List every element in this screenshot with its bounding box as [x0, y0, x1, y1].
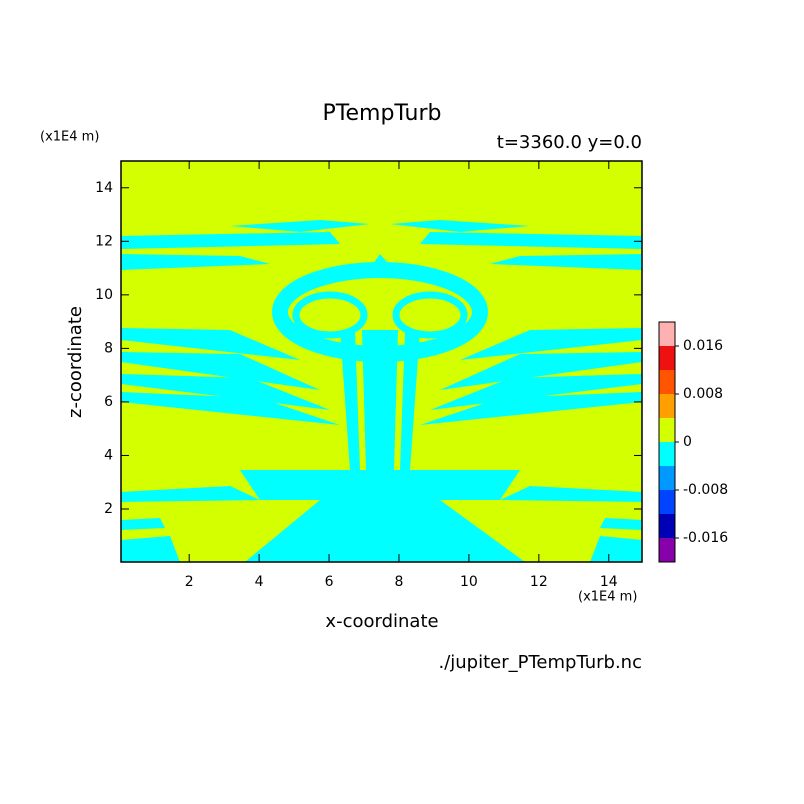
contour-region: [245, 500, 525, 562]
chart-title: PTempTurb: [323, 101, 442, 126]
contour-region: [292, 291, 368, 339]
colorbar-tick-label: -0.008: [683, 482, 728, 498]
y-tick-label: 14: [95, 180, 113, 196]
contour-region: [121, 232, 340, 249]
contour-region: [240, 470, 520, 500]
x-tick-label: 10: [460, 574, 478, 590]
contour-region: [390, 220, 530, 232]
contour-region: [460, 328, 642, 360]
colorbar-segment: [659, 538, 675, 562]
x-tick-label: 12: [530, 574, 548, 590]
y-axis-label: z-coordinate: [65, 306, 86, 418]
x-tick-label: 14: [600, 574, 618, 590]
contour-region: [420, 232, 642, 249]
x-unit: (x1E4 m): [578, 590, 637, 605]
colorbar-tick-label: -0.016: [683, 530, 728, 546]
y-tick-label: 10: [95, 287, 113, 303]
contour-region: [121, 536, 180, 562]
contour-region: [590, 536, 642, 562]
contour-region: [392, 291, 468, 339]
x-tick-label: 6: [325, 574, 334, 590]
y-tick-label: 12: [95, 233, 113, 249]
contour-region: [121, 374, 330, 410]
contour-region: [400, 330, 420, 470]
colorbar-segment: [659, 442, 675, 466]
contour-region: [420, 392, 642, 425]
chart-subtitle: t=3360.0 y=0.0: [497, 132, 642, 153]
x-tick-label: 8: [395, 574, 404, 590]
y-tick-label: 8: [104, 340, 113, 356]
colorbar-segment: [659, 370, 675, 394]
contour-region: [230, 220, 370, 232]
contour-region: [121, 486, 260, 502]
contour-region: [440, 352, 642, 390]
colorbar-segment: [659, 394, 675, 418]
contour-field: [121, 220, 642, 562]
source-file: ./jupiter_PTempTurb.nc: [438, 652, 642, 673]
colorbar-tick-label: 0.016: [683, 338, 723, 354]
contour-region: [500, 486, 642, 502]
colorbar-segment: [659, 514, 675, 538]
x-axis-label: x-coordinate: [325, 611, 438, 632]
y-tick-label: 4: [104, 447, 113, 463]
y-unit: (x1E4 m): [40, 130, 99, 145]
contour-region: [121, 518, 165, 530]
colorbar-segment: [659, 346, 675, 370]
colorbar-tick-label: 0.008: [683, 386, 723, 402]
contour-region: [121, 352, 320, 390]
contour-region: [121, 328, 300, 360]
y-tick-label: 6: [104, 394, 113, 410]
contour-region: [370, 254, 392, 268]
colorbar-segment: [659, 322, 675, 346]
contour-region: [340, 330, 360, 470]
contour-region: [362, 330, 398, 470]
plot-frame: [120, 160, 643, 563]
colorbar-segment: [659, 418, 675, 442]
colorbar-segment: [659, 490, 675, 514]
contour-region: [490, 254, 642, 270]
contour-region: [600, 518, 642, 530]
contour-region: [121, 254, 270, 270]
contour-region: [430, 374, 642, 410]
colorbar-tick-label: 0: [683, 434, 692, 450]
contour-region: [121, 392, 340, 425]
colorbar-segment: [659, 466, 675, 490]
x-tick-label: 2: [185, 574, 194, 590]
x-tick-label: 4: [255, 574, 264, 590]
y-tick-label: 2: [104, 501, 113, 517]
